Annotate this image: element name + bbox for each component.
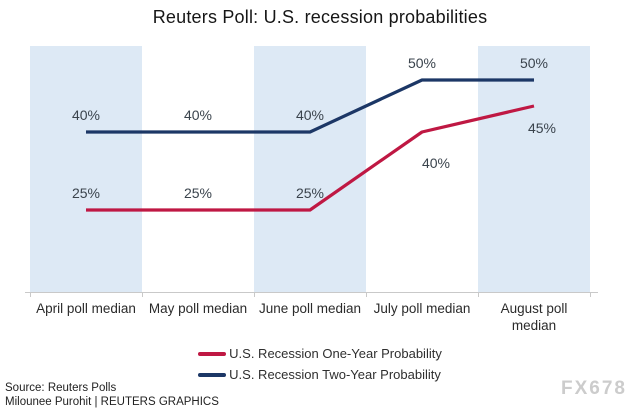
column-band-4 bbox=[478, 46, 590, 292]
x-axis-label-2: June poll median bbox=[258, 301, 362, 316]
source-attribution: Source: Reuters Polls Milounee Purohit |… bbox=[5, 381, 219, 409]
point-label: 40% bbox=[184, 107, 212, 123]
chart-title: Reuters Poll: U.S. recession probabiliti… bbox=[152, 7, 488, 27]
x-axis-label-4: August poll median bbox=[500, 301, 568, 333]
point-label: 25% bbox=[296, 185, 324, 201]
x-axis-label-1: May poll median bbox=[148, 301, 248, 316]
plot-area: 40% 40% 40% 50% 50% 25% 25% 25% 40% 45% bbox=[25, 46, 598, 297]
legend-label-one-year: U.S. Recession One-Year Probability bbox=[229, 346, 442, 361]
legend: U.S. Recession One-Year Probability U.S.… bbox=[0, 345, 640, 383]
legend-item-two-year: U.S. Recession Two-Year Probability bbox=[198, 366, 442, 383]
column-band-2 bbox=[254, 46, 366, 292]
credit-line: Milounee Purohit | REUTERS GRAPHICS bbox=[5, 396, 219, 408]
two-year-line-swatch-icon bbox=[198, 372, 227, 377]
point-label: 40% bbox=[72, 107, 100, 123]
legend-label-two-year: U.S. Recession Two-Year Probability bbox=[229, 367, 441, 382]
one-year-line-swatch-icon bbox=[198, 351, 227, 356]
column-band-0 bbox=[30, 46, 142, 292]
point-label: 50% bbox=[408, 55, 436, 71]
point-label: 40% bbox=[296, 107, 324, 123]
point-label: 40% bbox=[422, 155, 450, 171]
x-axis-label-3: July poll median bbox=[373, 301, 471, 316]
point-label: 45% bbox=[528, 120, 556, 136]
point-label: 25% bbox=[184, 185, 212, 201]
source-line: Source: Reuters Polls bbox=[5, 382, 117, 394]
legend-items: U.S. Recession One-Year Probability U.S.… bbox=[198, 345, 442, 383]
point-label: 50% bbox=[520, 55, 548, 71]
fx678-watermark: FX678 bbox=[561, 378, 627, 399]
x-axis-label-0: April poll median bbox=[36, 301, 136, 316]
point-label: 25% bbox=[72, 185, 100, 201]
one-year-line bbox=[86, 104, 535, 212]
legend-item-one-year: U.S. Recession One-Year Probability bbox=[198, 345, 442, 362]
two-year-line bbox=[86, 78, 534, 134]
